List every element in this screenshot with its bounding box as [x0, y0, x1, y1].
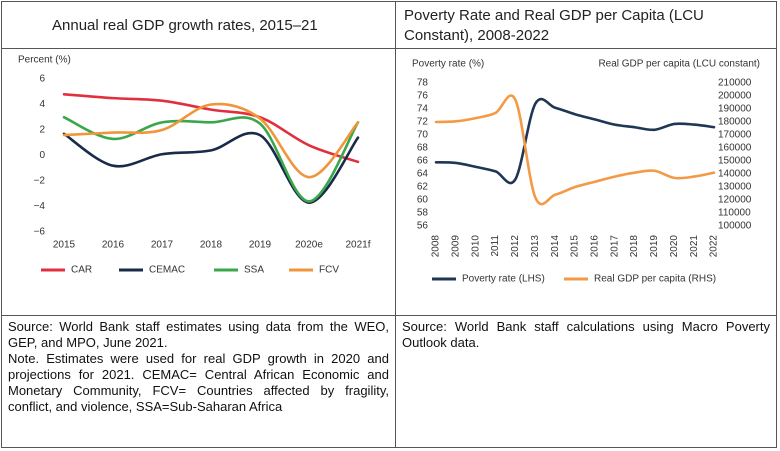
y2-tick-label: 140000 [718, 169, 752, 180]
y2-tick-label: 170000 [718, 130, 752, 141]
y-tick-label: 6 [39, 74, 45, 85]
y-tick-label: −6 [34, 227, 46, 238]
legend-label: CAR [71, 265, 92, 276]
x-tick-label: 2021f [345, 240, 370, 251]
legend-label: Real GDP per capita (RHS) [594, 274, 716, 285]
y2-tick-label: 110000 [718, 208, 751, 219]
legend-label: CEMAC [149, 265, 185, 276]
chart-title: Annual real GDP growth rates, 2015–21 [52, 17, 318, 34]
note-cell: Source: World Bank staff estimates using… [1, 315, 396, 448]
x-tick-label: 2020e [295, 240, 323, 251]
x-tick-label: 2014 [550, 235, 561, 258]
x-tick-label: 2012 [510, 235, 521, 258]
line [62, 93, 360, 164]
legend-label: FCV [319, 265, 339, 276]
y-tick-label: 0 [39, 150, 45, 161]
x-tick-label: 2018 [200, 240, 223, 251]
x-tick-label: 2016 [589, 235, 600, 258]
note-cell: Source: World Bank staff calculations us… [395, 315, 777, 448]
x-tick-label: 2013 [530, 235, 541, 258]
y-axis-label: Percent (%) [18, 55, 71, 66]
y-tick-label: 56 [417, 221, 429, 232]
legend-label: Poverty rate (LHS) [462, 274, 545, 285]
note-text: Note. Estimates were used for real GDP g… [8, 351, 389, 414]
x-tick-label: 2009 [450, 235, 461, 258]
y-tick-label: 70 [417, 130, 429, 141]
x-tick-label: 2017 [609, 235, 620, 258]
line [434, 94, 716, 206]
y2-tick-label: 130000 [718, 182, 752, 193]
source-text: Source: World Bank staff estimates using… [8, 319, 389, 350]
y2-tick-label: 160000 [718, 143, 752, 154]
y2-tick-label: 210000 [718, 78, 752, 89]
x-tick-label: 2020 [669, 235, 680, 258]
y2-tick-label: 150000 [718, 156, 752, 167]
chart: 6 4 2 0 −2 −4 −6 Percent (%) 2015 2016 2017 2018 201… [18, 55, 371, 276]
x-tick-label: 2015 [570, 235, 581, 258]
line [62, 102, 360, 179]
y-axis-label: Poverty rate (%) [412, 59, 484, 70]
y-tick-label: 66 [417, 156, 429, 167]
header-cell: Annual real GDP growth rates, 2015–21 [1, 1, 396, 49]
source-text: Source: World Bank staff calculations us… [402, 319, 770, 350]
x-tick-label: 2022 [709, 235, 720, 258]
y-tick-label: 62 [417, 182, 429, 193]
y-tick-label: 72 [417, 117, 429, 128]
x-tick-label: 2019 [249, 240, 272, 251]
y-tick-label: 76 [417, 91, 429, 102]
y2-tick-label: 190000 [718, 104, 752, 115]
y2-tick-label: 100000 [718, 221, 752, 232]
x-tick-label: 2016 [102, 240, 125, 251]
x-tick-label: 2010 [470, 235, 481, 258]
y2-tick-label: 200000 [718, 91, 752, 102]
y-tick-label: 58 [417, 208, 429, 219]
y-tick-label: 64 [417, 169, 429, 180]
y-tick-label: −2 [34, 176, 46, 187]
x-tick-label: 2015 [53, 240, 76, 251]
y-tick-label: 74 [417, 104, 429, 115]
line [434, 97, 716, 185]
y-tick-label: 78 [417, 78, 429, 89]
x-tick-label: 2018 [629, 235, 640, 258]
x-tick-label: 2021 [689, 235, 700, 258]
x-tick-label: 2017 [151, 240, 174, 251]
y2-axis-label: Real GDP per capita (LCU constant) [598, 59, 760, 70]
y-tick-label: 60 [417, 195, 429, 206]
y-tick-label: 4 [39, 99, 45, 110]
chart-title: Poverty Rate and Real GDP per Capita (LC… [404, 7, 704, 44]
y2-tick-label: 120000 [718, 195, 752, 206]
legend-label: SSA [244, 265, 264, 276]
header-cell: Poverty Rate and Real GDP per Capita (LC… [395, 1, 777, 49]
y-tick-label: 68 [417, 143, 429, 154]
y-tick-label: −4 [34, 201, 46, 212]
y2-tick-label: 180000 [718, 117, 752, 128]
x-tick-label: 2011 [490, 235, 501, 257]
x-tick-label: 2019 [649, 235, 660, 258]
line [62, 131, 360, 204]
chart: 78 76 74 72 70 68 66 64 62 60 58 56 210000 200000 1900… [412, 59, 760, 285]
line [62, 115, 360, 203]
y-tick-label: 2 [39, 125, 45, 136]
x-tick-label: 2008 [431, 235, 442, 258]
